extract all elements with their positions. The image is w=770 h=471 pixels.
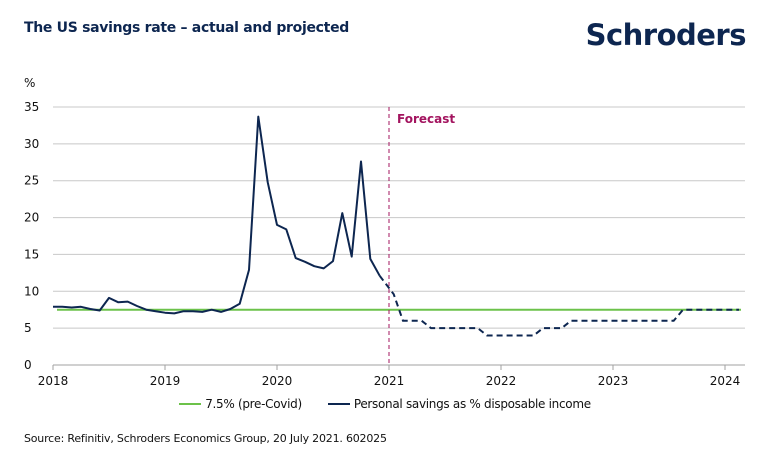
chart-legend: 7.5% (pre-Covid) Personal savings as % d…	[0, 397, 770, 411]
legend-swatch-savings	[327, 403, 350, 405]
y-tick-label: 0	[24, 358, 32, 372]
x-tick-label: 2018	[38, 374, 69, 388]
y-tick-label: 5	[24, 321, 32, 335]
legend-item-savings: Personal savings as % disposable income	[327, 397, 591, 411]
y-tick-label: 25	[24, 174, 39, 188]
y-tick-label: 35	[24, 100, 39, 114]
legend-item-baseline: 7.5% (pre-Covid)	[179, 397, 302, 411]
y-tick-label: 15	[24, 247, 39, 261]
savings-forecast-line	[378, 275, 739, 337]
legend-label-baseline: 7.5% (pre-Covid)	[205, 397, 302, 411]
legend-label-savings: Personal savings as % disposable income	[353, 397, 591, 411]
y-tick-label: 30	[24, 137, 39, 151]
source-note: Source: Refinitiv, Schroders Economics G…	[24, 432, 387, 445]
legend-swatch-baseline	[179, 403, 202, 405]
x-tick-label: 2023	[598, 374, 629, 388]
x-tick-label: 2021	[374, 374, 405, 388]
savings-actual-line	[53, 115, 381, 315]
x-tick-label: 2022	[486, 374, 517, 388]
x-tick-label: 2019	[150, 374, 181, 388]
x-tick-label: 2024	[710, 374, 741, 388]
x-tick-label: 2020	[262, 374, 293, 388]
y-tick-label: 10	[24, 284, 39, 298]
schroders-logo: Schroders	[585, 18, 747, 52]
y-axis-unit-label: %	[24, 76, 35, 90]
chart-title: The US savings rate – actual and project…	[24, 20, 349, 36]
forecast-label: Forecast	[397, 112, 455, 126]
y-tick-label: 20	[24, 211, 39, 225]
